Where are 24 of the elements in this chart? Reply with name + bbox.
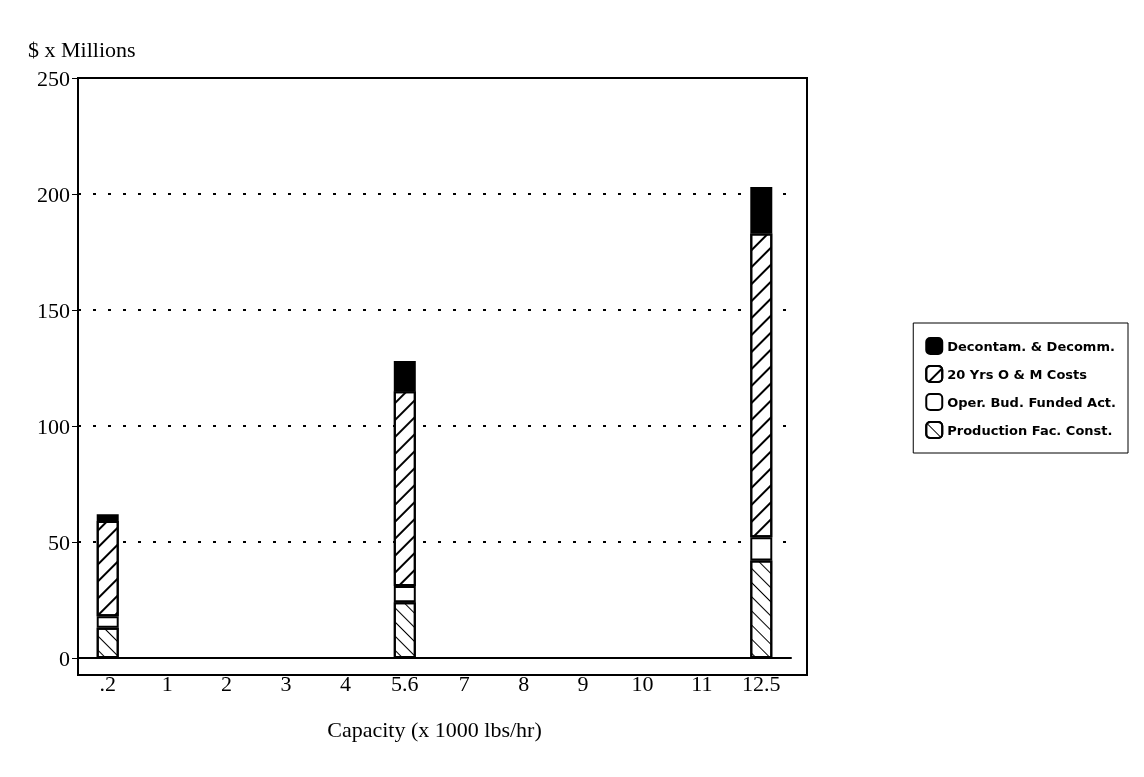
y-tick-label: 50 <box>48 529 70 555</box>
legend-label: 20 Yrs O & M Costs <box>947 366 1088 382</box>
y-tick-label: 0 <box>59 645 70 671</box>
x-tick-label: 2 <box>221 670 233 696</box>
x-tick-label: 5.6 <box>391 670 419 696</box>
x-tick-label: 12.5 <box>742 670 781 696</box>
x-tick-label: 9 <box>577 670 589 696</box>
y-tick-label: 200 <box>37 181 70 207</box>
legend-label: Decontam. & Decomm. <box>947 338 1115 354</box>
y-axis-title: $ x Millions <box>28 36 136 62</box>
y-tick-label: 100 <box>37 413 70 439</box>
x-tick-label: .2 <box>99 670 116 696</box>
x-tick-label: 1 <box>161 670 173 696</box>
x-tick-label: 11 <box>691 670 713 696</box>
legend-label: Production Fac. Const. <box>947 422 1113 438</box>
y-tick-label: 250 <box>37 65 70 91</box>
x-tick-label: 7 <box>458 670 470 696</box>
x-tick-label: 10 <box>631 670 654 696</box>
y-tick-label: 150 <box>37 297 70 323</box>
x-tick-label: 8 <box>518 670 530 696</box>
legend-label: Oper. Bud. Funded Act. <box>947 394 1116 410</box>
x-tick-label: 4 <box>339 670 351 696</box>
x-axis-title: Capacity (x 1000 lbs/hr) <box>327 716 542 742</box>
x-tick-label: 3 <box>280 670 292 696</box>
